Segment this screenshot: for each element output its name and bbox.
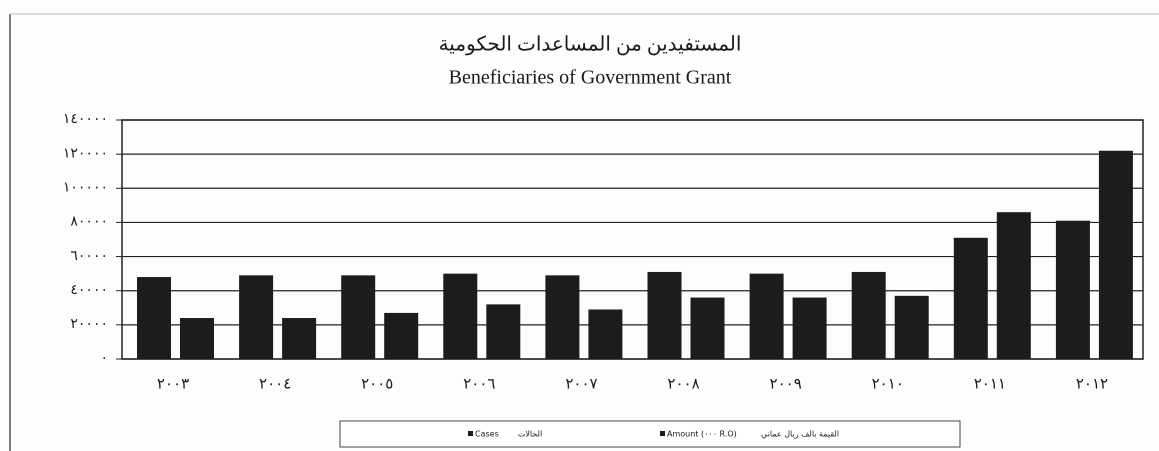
bar bbox=[953, 237, 988, 359]
legend-swatch bbox=[468, 431, 473, 436]
chart-title: Beneficiaries of Government Grant bbox=[449, 67, 732, 89]
x-tick-label: ٢٠١٢ bbox=[1076, 376, 1108, 392]
bar bbox=[996, 212, 1031, 359]
x-tick-label: ٢٠٠٤ bbox=[259, 376, 291, 392]
y-tick-label: ٦٠٠٠٠ bbox=[70, 249, 108, 264]
chart-title-ar: المستفيدين من المساعدات الحكومية bbox=[439, 34, 742, 56]
x-tick-label: ٢٠٠٥ bbox=[361, 376, 393, 392]
bar bbox=[749, 273, 784, 359]
bar bbox=[792, 297, 827, 359]
bar bbox=[690, 297, 725, 359]
x-tick-label: ٢٠١١ bbox=[974, 376, 1006, 392]
legend-label: Amount (٠٠٠ R.O) bbox=[667, 430, 737, 439]
bar bbox=[384, 312, 419, 359]
y-tick-label: ١٤٠٠٠٠ bbox=[63, 112, 108, 127]
legend-label: Cases bbox=[475, 430, 499, 439]
legend-label-ar: القيمة بالف ريال عماني bbox=[761, 430, 839, 439]
x-tick-label: ٢٠١٠ bbox=[872, 376, 904, 392]
legend-swatch bbox=[660, 431, 665, 436]
x-tick-label: ٢٠٠٣ bbox=[157, 376, 189, 392]
y-tick-label: ٢٠٠٠٠ bbox=[70, 317, 108, 332]
bar bbox=[341, 275, 376, 359]
y-tick-label: ٠ bbox=[100, 351, 108, 366]
bar bbox=[851, 271, 886, 359]
x-tick-label: ٢٠٠٨ bbox=[667, 376, 699, 392]
x-tick-label: ٢٠٠٩ bbox=[770, 376, 802, 392]
x-tick-label: ٢٠٠٧ bbox=[565, 376, 597, 392]
y-tick-label: ٨٠٠٠٠ bbox=[70, 215, 108, 230]
bar bbox=[239, 275, 274, 359]
y-tick-label: ١٢٠٠٠٠ bbox=[63, 146, 108, 161]
x-tick-label: ٢٠٠٦ bbox=[463, 376, 495, 392]
bar bbox=[180, 318, 214, 359]
bar bbox=[443, 273, 478, 359]
y-tick-label: ٤٠٠٠٠ bbox=[70, 283, 108, 298]
bar bbox=[647, 271, 682, 359]
bar bbox=[486, 304, 521, 359]
bar bbox=[1098, 150, 1133, 359]
bar bbox=[282, 318, 317, 359]
bar bbox=[894, 295, 929, 359]
bar bbox=[137, 277, 171, 359]
legend-box bbox=[339, 420, 961, 448]
bar bbox=[1055, 220, 1090, 359]
legend-label-ar: الحالات bbox=[518, 430, 542, 439]
bar bbox=[545, 275, 580, 359]
bar bbox=[588, 309, 623, 359]
y-tick-label: ١٠٠٠٠٠ bbox=[63, 181, 108, 196]
